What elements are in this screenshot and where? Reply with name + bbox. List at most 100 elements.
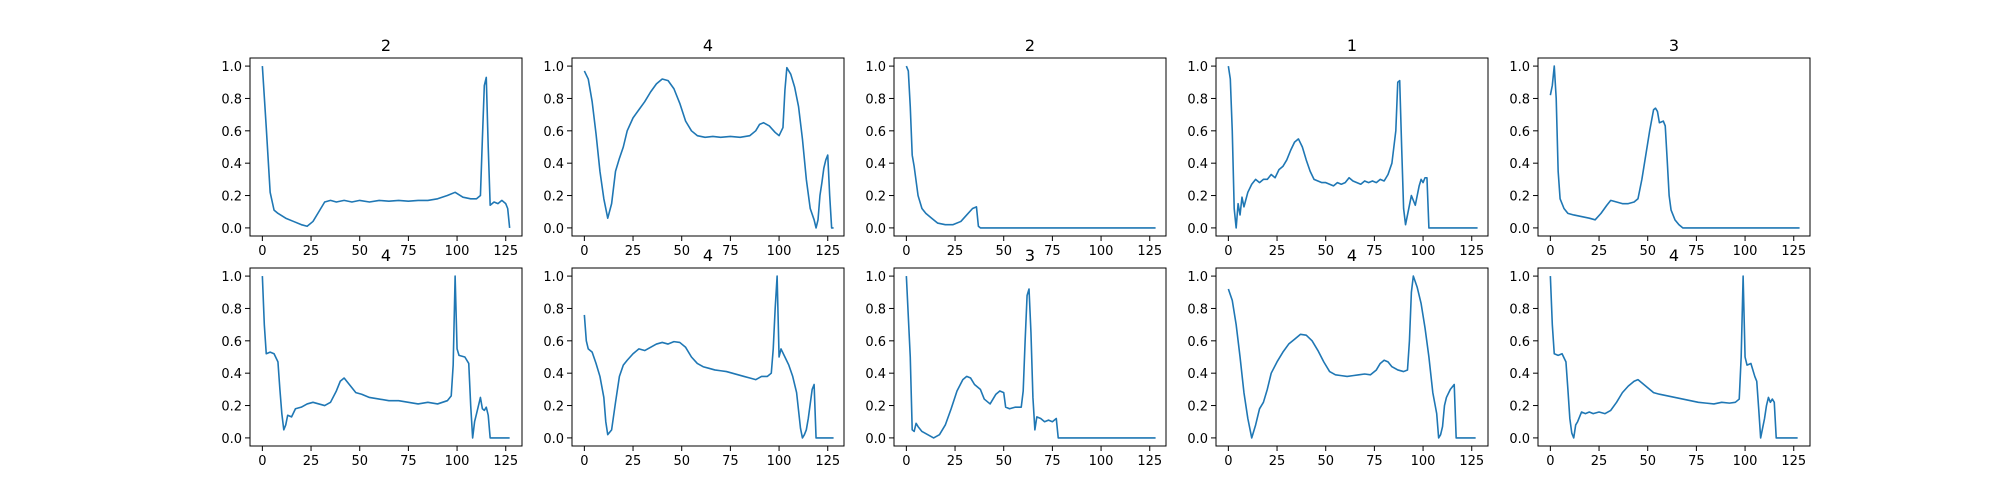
y-tick-label: 1.0 xyxy=(865,60,886,75)
subplot-title: 4 xyxy=(1669,246,1679,265)
axes-frame xyxy=(571,57,845,237)
y-tick-label: 0.0 xyxy=(865,432,886,447)
x-tick-label: 125 xyxy=(1781,244,1806,259)
series-line xyxy=(261,66,511,228)
y-tick-label: 0.0 xyxy=(221,222,242,237)
y-tick-label: 0.8 xyxy=(1187,92,1208,107)
x-tick-label: 0 xyxy=(902,244,910,259)
x-tick-label: 50 xyxy=(995,454,1012,469)
y-tick-label: 1.0 xyxy=(221,60,242,75)
axes-frame xyxy=(893,267,1167,447)
x-tick-label: 50 xyxy=(1317,454,1334,469)
x-tick-label: 75 xyxy=(1688,454,1705,469)
subplot-9: 4 0 25 50 75 100 125 0.0 0.2 0.4 0.6 0.8 1.0 xyxy=(1187,246,1489,469)
series-line xyxy=(1549,65,1800,229)
x-tick-label: 75 xyxy=(722,454,739,469)
series-line xyxy=(261,275,510,439)
y-tick-label: 0.4 xyxy=(543,157,564,172)
y-tick-label: 0.4 xyxy=(543,367,564,382)
y-tick-label: 0.6 xyxy=(1509,125,1530,140)
x-tick-label: 100 xyxy=(1411,244,1436,259)
x-tick-label: 100 xyxy=(1733,244,1758,259)
y-tick-label: 0.2 xyxy=(1187,190,1208,205)
x-tick-label: 125 xyxy=(815,454,840,469)
series-line xyxy=(583,66,834,229)
axes-frame xyxy=(1537,267,1811,447)
y-tick-label: 0.8 xyxy=(1509,302,1530,317)
subplot-title: 4 xyxy=(381,246,391,265)
x-tick-label: 75 xyxy=(400,244,417,259)
series-line xyxy=(905,276,1156,439)
y-tick-label: 0.6 xyxy=(543,125,564,140)
x-tick-label: 0 xyxy=(580,244,588,259)
x-tick-label: 100 xyxy=(767,454,792,469)
x-tick-label: 25 xyxy=(303,244,320,259)
axes-frame xyxy=(571,267,845,447)
axes-frame xyxy=(1215,267,1489,447)
y-tick-label: 0.0 xyxy=(1509,222,1530,237)
y-tick-label: 0.2 xyxy=(1509,190,1530,205)
x-tick-label: 75 xyxy=(400,454,417,469)
x-tick-label: 100 xyxy=(1411,454,1436,469)
subplot-4: 1 0 25 50 75 100 125 0.0 0.2 0.4 0.6 0.8 1.0 xyxy=(1187,36,1489,259)
y-tick-label: 0.2 xyxy=(221,190,242,205)
x-tick-label: 100 xyxy=(445,244,470,259)
x-tick-label: 100 xyxy=(1733,454,1758,469)
y-tick-label: 0.2 xyxy=(865,190,886,205)
x-tick-label: 100 xyxy=(1089,454,1114,469)
y-tick-label: 0.0 xyxy=(1187,432,1208,447)
y-tick-label: 0.8 xyxy=(221,302,242,317)
y-tick-label: 0.8 xyxy=(865,92,886,107)
x-tick-label: 125 xyxy=(815,244,840,259)
y-tick-label: 0.8 xyxy=(865,302,886,317)
x-tick-label: 50 xyxy=(995,244,1012,259)
y-tick-label: 0.8 xyxy=(543,302,564,317)
subplot-7: 4 0 25 50 75 100 125 0.0 0.2 0.4 0.6 0.8 1.0 xyxy=(543,246,845,469)
y-tick-label: 0.0 xyxy=(543,432,564,447)
subplot-title: 4 xyxy=(703,36,713,55)
y-tick-label: 0.4 xyxy=(1187,367,1208,382)
axes-frame xyxy=(1215,57,1489,237)
y-tick-label: 0.6 xyxy=(1187,335,1208,350)
y-tick-label: 0.6 xyxy=(865,335,886,350)
subplot-title: 2 xyxy=(381,36,391,55)
y-tick-label: 0.6 xyxy=(543,335,564,350)
subplot-10: 4 0 25 50 75 100 125 0.0 0.2 0.4 0.6 0.8 1.0 xyxy=(1509,246,1811,469)
x-tick-label: 25 xyxy=(947,244,964,259)
y-tick-label: 0.2 xyxy=(1509,400,1530,415)
x-tick-label: 25 xyxy=(625,244,642,259)
y-tick-label: 0.0 xyxy=(1509,432,1530,447)
subplot-title: 4 xyxy=(703,246,713,265)
y-tick-label: 0.2 xyxy=(543,400,564,415)
y-tick-label: 0.0 xyxy=(1187,222,1208,237)
y-tick-label: 0.8 xyxy=(543,92,564,107)
subplot-5: 3 0 25 50 75 100 125 0.0 0.2 0.4 0.6 0.8 1.0 xyxy=(1509,36,1811,259)
y-tick-label: 0.6 xyxy=(221,335,242,350)
x-tick-label: 125 xyxy=(1459,244,1484,259)
y-tick-label: 0.6 xyxy=(221,125,242,140)
x-tick-label: 125 xyxy=(493,244,518,259)
y-tick-label: 0.0 xyxy=(543,222,564,237)
x-tick-label: 50 xyxy=(673,244,690,259)
subplot-title: 4 xyxy=(1347,246,1357,265)
x-tick-label: 100 xyxy=(1089,244,1114,259)
x-tick-label: 75 xyxy=(1366,244,1383,259)
y-tick-label: 0.2 xyxy=(1187,400,1208,415)
x-tick-label: 125 xyxy=(1781,454,1806,469)
y-tick-label: 0.4 xyxy=(221,157,242,172)
y-tick-label: 0.2 xyxy=(865,400,886,415)
subplot-3: 2 0 25 50 75 100 125 0.0 0.2 0.4 0.6 0.8 1.0 xyxy=(865,36,1167,259)
x-tick-label: 75 xyxy=(1044,454,1061,469)
x-tick-label: 50 xyxy=(351,454,368,469)
axes-frame xyxy=(893,57,1167,237)
y-tick-label: 0.6 xyxy=(1509,335,1530,350)
axes-frame xyxy=(249,267,523,447)
series-line xyxy=(583,275,834,439)
subplot-2: 4 0 25 50 75 100 125 0.0 0.2 0.4 0.6 0.8 1.0 xyxy=(543,36,845,259)
x-tick-label: 0 xyxy=(580,454,588,469)
y-tick-label: 1.0 xyxy=(543,60,564,75)
x-tick-label: 50 xyxy=(1639,244,1656,259)
subplot-6: 4 0 25 50 75 100 125 0.0 0.2 0.4 0.6 0.8 1.0 xyxy=(221,246,523,469)
x-tick-label: 50 xyxy=(1639,454,1656,469)
subplot-8: 3 0 25 50 75 100 125 0.0 0.2 0.4 0.6 0.8 1.0 xyxy=(865,246,1167,469)
